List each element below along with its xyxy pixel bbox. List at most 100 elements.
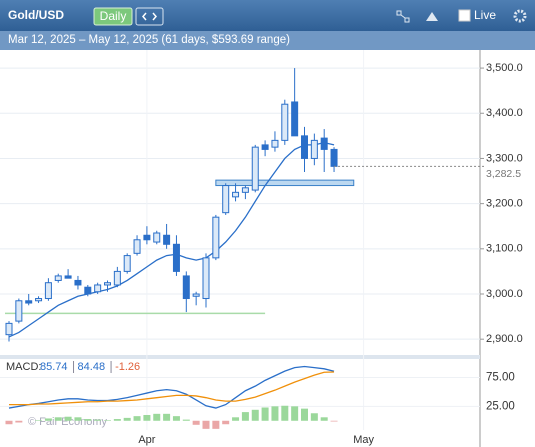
candle-body (212, 216, 220, 259)
macd-line (9, 371, 335, 406)
candle-body (202, 257, 210, 300)
chart-type-icon[interactable] (426, 12, 438, 21)
zone (215, 179, 355, 187)
macd-line (8, 365, 335, 409)
x-tick-label: Apr (138, 434, 155, 446)
y-tick-label: 3,200.0 (486, 198, 523, 210)
macd-readout: 84.48 (78, 361, 106, 373)
macd-readout: 85.74 (40, 361, 68, 373)
candle-body (15, 300, 23, 322)
prev-icon[interactable] (142, 12, 147, 21)
candle-body (64, 275, 72, 279)
histogram-bar (5, 420, 13, 425)
candle-body (54, 275, 62, 281)
x-tick-label: May (353, 434, 374, 446)
histogram-bar (192, 420, 200, 425)
histogram-bar (232, 417, 240, 421)
histogram-bar (291, 406, 299, 421)
candle-body (172, 243, 180, 272)
candle-body (153, 232, 161, 243)
candle-body (74, 279, 82, 286)
candle-body (44, 282, 52, 300)
nav-button[interactable] (135, 7, 164, 26)
candle-body (281, 103, 289, 141)
histogram-bar (202, 420, 210, 429)
y-tick-label: 3,500.0 (486, 62, 523, 74)
histogram-bar (44, 418, 52, 421)
histogram-bar (172, 416, 180, 421)
macd-label: MACD: (6, 361, 41, 373)
candle-body (113, 270, 121, 286)
candle-body (94, 284, 102, 293)
histogram-bar (271, 406, 279, 421)
toolbar (0, 0, 535, 31)
candle-body (330, 148, 338, 167)
candle-body (143, 234, 151, 241)
histogram-bar (212, 420, 220, 429)
tool-icon[interactable] (396, 10, 410, 23)
histogram-bar (163, 413, 171, 421)
histogram-bar (310, 413, 318, 421)
moving-average (8, 141, 335, 338)
candle-body (310, 139, 318, 159)
y-tick-label: 25.00 (486, 400, 515, 412)
histogram-bar (94, 419, 102, 421)
histogram-bar (281, 405, 289, 421)
y-tick-label: 3,100.0 (486, 243, 523, 255)
candle-body (251, 146, 259, 191)
next-icon[interactable] (152, 12, 157, 21)
candle-body (232, 191, 240, 198)
range-text: Mar 12, 2025 – May 12, 2025 (61 days, $5… (8, 34, 290, 46)
histogram-bar (153, 413, 161, 421)
histogram-bar (15, 420, 23, 423)
candle-body (291, 101, 299, 137)
histogram-bar (301, 408, 308, 421)
histogram-bar (251, 409, 259, 421)
histogram-bar (113, 419, 121, 421)
histogram-bar (330, 420, 338, 422)
histogram-bar (133, 416, 141, 421)
settings-icon[interactable] (513, 9, 527, 23)
histogram-bar (123, 417, 131, 421)
y-tick-label: 3,000.0 (486, 288, 523, 300)
histogram-bar (35, 420, 43, 421)
y-tick-label: 3,300.0 (486, 152, 523, 164)
candle-body (25, 300, 33, 304)
timeframe[interactable]: Daily (100, 9, 127, 23)
last-price-label: 3,282.5 (486, 168, 521, 180)
histogram-bar (64, 416, 72, 421)
candle-body (163, 234, 171, 245)
histogram-bar (241, 412, 249, 421)
candle-body (5, 322, 13, 336)
candle-body (104, 282, 111, 286)
histogram-bar (54, 417, 62, 421)
macd-readout: -1.26 (115, 361, 140, 373)
candle-body (123, 255, 131, 272)
histogram-bar (143, 414, 151, 421)
histogram-bar (74, 417, 82, 421)
candle-body (241, 187, 249, 193)
y-tick-label: 3,400.0 (486, 107, 523, 119)
candle-body (320, 137, 328, 150)
timeframe-button[interactable] (93, 7, 133, 26)
candle-body (192, 293, 200, 297)
candle-body (261, 144, 269, 150)
candle-body (84, 286, 92, 295)
histogram-bar (222, 420, 230, 425)
candle-body (133, 239, 141, 254)
live-checkbox[interactable] (458, 9, 471, 22)
live-label[interactable]: Live (474, 8, 496, 22)
histogram-bar (182, 419, 190, 421)
symbol: Gold/USD (8, 8, 64, 22)
histogram-bar (261, 407, 269, 421)
panel-separator (0, 355, 480, 359)
histogram-bar (84, 419, 92, 421)
histogram-bar (104, 420, 111, 421)
y-tick-label: 75.00 (486, 372, 515, 384)
range-bar (0, 31, 535, 50)
y-tick-label: 2,900.0 (486, 333, 523, 345)
candle-body (301, 135, 308, 159)
candle-body (182, 275, 190, 300)
